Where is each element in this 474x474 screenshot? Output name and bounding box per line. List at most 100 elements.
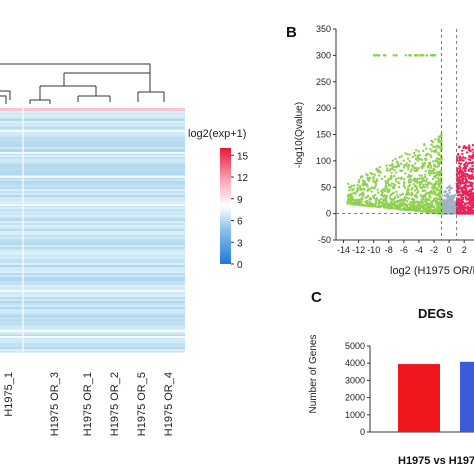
volcano-point <box>440 139 443 143</box>
heatmap-row <box>0 147 185 149</box>
heatmap-row <box>0 229 185 231</box>
volcano-point <box>464 176 467 180</box>
volcano-point <box>418 174 421 177</box>
volcano-point <box>384 179 387 183</box>
volcano-point <box>438 202 441 205</box>
heatmap-row <box>0 281 185 283</box>
volcano-point <box>434 176 437 179</box>
volcano-point <box>462 211 466 214</box>
volcano-point <box>437 165 440 168</box>
volcano-point <box>416 154 419 158</box>
volcano-point <box>430 143 433 146</box>
heatmap-row <box>0 269 185 271</box>
volcano-point <box>438 195 442 199</box>
volcano-point <box>395 190 398 194</box>
volcano-point <box>449 209 452 212</box>
heatmap-row <box>0 293 185 295</box>
volcano-point <box>427 169 431 172</box>
volcano-point <box>424 173 427 177</box>
heatmap-row <box>0 247 185 249</box>
volcano-point <box>388 189 391 193</box>
volcano-x-tick-label: -6 <box>400 245 408 255</box>
volcano-point <box>422 185 425 189</box>
heatmap-row <box>0 347 185 349</box>
volcano-point <box>407 181 411 184</box>
volcano-point <box>470 184 473 188</box>
volcano-point <box>418 177 422 180</box>
volcano-point <box>410 168 414 171</box>
volcano-point <box>372 175 376 179</box>
colorbar-tick-label: 6 <box>237 217 243 228</box>
heatmap-row <box>0 351 185 353</box>
colorbar-ticks: 0 3 6 9 12 15 <box>231 151 249 271</box>
volcano-point <box>349 186 352 189</box>
volcano-point <box>465 164 469 168</box>
volcano-point <box>471 187 474 191</box>
bar-y-tick-label: 5000 <box>345 341 365 351</box>
heatmap-row <box>0 261 185 263</box>
volcano-point <box>409 54 412 57</box>
heatmap-row <box>0 259 185 261</box>
volcano-point <box>397 204 400 207</box>
volcano-point <box>459 162 463 166</box>
volcano-point <box>432 172 436 175</box>
volcano-point <box>396 161 400 165</box>
volcano-point <box>376 191 380 194</box>
volcano-point <box>443 204 447 208</box>
heatmap-row <box>0 343 185 345</box>
volcano-point <box>370 205 373 208</box>
volcano-point <box>425 209 428 213</box>
volcano-point <box>402 177 406 181</box>
volcano-x-tick-label: 2 <box>462 245 467 255</box>
heatmap-row <box>0 195 185 197</box>
colorbar <box>220 148 231 264</box>
volcano-point <box>392 183 396 186</box>
volcano-point <box>463 162 467 166</box>
heatmap-row <box>0 277 185 279</box>
volcano-point <box>408 153 411 156</box>
volcano-y-axis-label: -log10(Qvalue) <box>294 102 305 168</box>
volcano-y-tick-label: 50 <box>321 182 331 192</box>
volcano-point <box>433 192 436 195</box>
volcano-point <box>471 148 474 151</box>
heatmap-row <box>0 241 185 243</box>
volcano-point <box>386 181 390 185</box>
volcano-point <box>432 145 435 148</box>
volcano-point <box>384 181 388 185</box>
volcano-point <box>467 169 471 172</box>
volcano-point <box>386 179 390 182</box>
volcano-point <box>399 169 402 173</box>
volcano-point <box>378 204 382 208</box>
volcano-point <box>457 201 461 205</box>
volcano-point <box>381 195 385 198</box>
volcano-point <box>431 191 434 195</box>
heatmap-row <box>0 215 185 217</box>
volcano-point <box>435 188 438 192</box>
heatmap-row <box>0 133 185 135</box>
volcano-point <box>404 152 407 155</box>
volcano-point <box>356 183 359 187</box>
volcano-point <box>410 207 413 211</box>
heatmap-row <box>0 297 185 299</box>
volcano-point <box>471 192 474 196</box>
volcano-point <box>465 187 468 190</box>
volcano-point <box>347 196 350 199</box>
volcano-point <box>439 146 442 150</box>
volcano-point <box>459 166 462 170</box>
volcano-point <box>437 136 440 139</box>
volcano-point <box>429 147 432 151</box>
heatmap-row <box>0 185 185 187</box>
volcano-point <box>456 167 460 170</box>
heatmap-row <box>0 125 185 127</box>
volcano-point <box>469 158 472 162</box>
volcano-point <box>426 166 430 169</box>
volcano-point <box>459 208 462 211</box>
volcano-point <box>418 157 421 160</box>
volcano-point <box>434 138 437 141</box>
deg-bar-panel: C DEGs 0 1000 2000 3000 4000 5000 Number of G… <box>308 289 474 467</box>
volcano-point <box>421 179 425 182</box>
volcano-point <box>470 168 473 171</box>
volcano-point <box>466 174 469 178</box>
volcano-point <box>466 181 469 184</box>
volcano-point <box>409 175 412 178</box>
